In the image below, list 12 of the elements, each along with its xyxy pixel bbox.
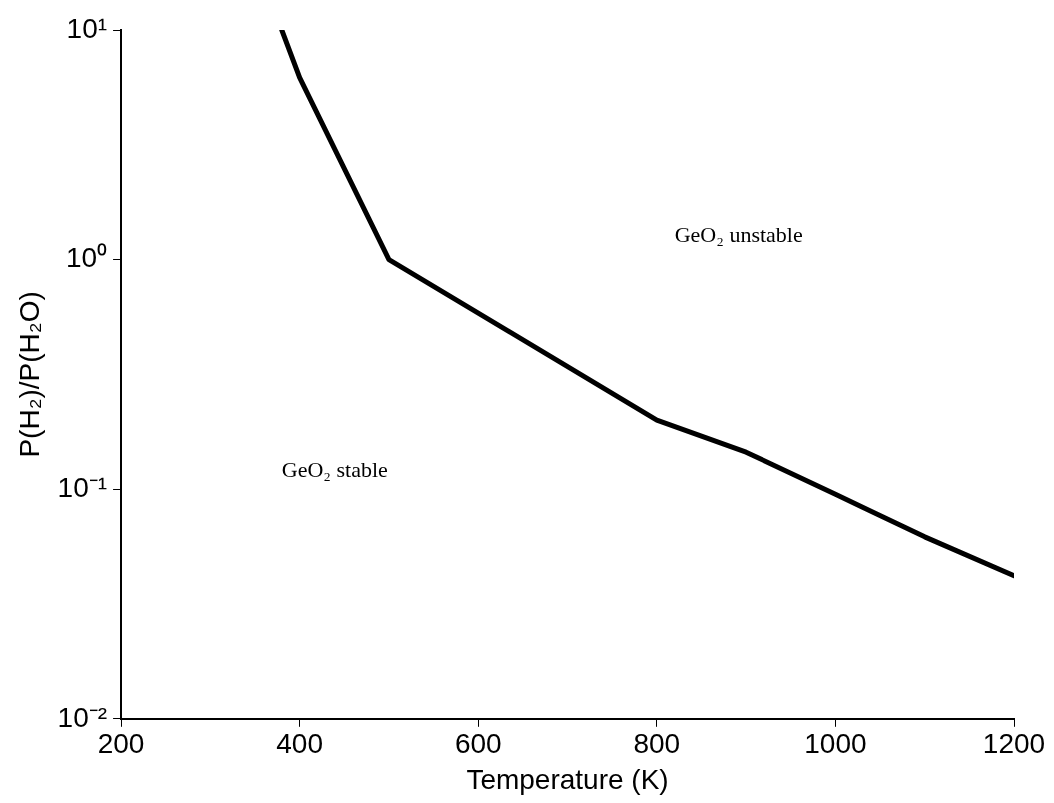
x-tick-label: 1000 <box>804 728 867 760</box>
x-tick-label: 800 <box>633 728 681 760</box>
y-tick-label: 10⁻¹ <box>57 471 108 503</box>
x-tick-label: 1200 <box>982 728 1046 760</box>
annotation: GeO₂ unstable <box>674 222 803 248</box>
x-axis-title: Temperature (K) <box>466 763 669 795</box>
x-tick-label: 600 <box>454 728 502 760</box>
y-tick-label: 10¹ <box>66 12 108 44</box>
y-axis-title: P(H₂)/P(H₂O) <box>13 291 45 458</box>
annotation: GeO₂ stable <box>281 456 388 482</box>
y-tick-label: 10⁰ <box>65 242 108 274</box>
x-tick-label: 400 <box>276 728 324 760</box>
